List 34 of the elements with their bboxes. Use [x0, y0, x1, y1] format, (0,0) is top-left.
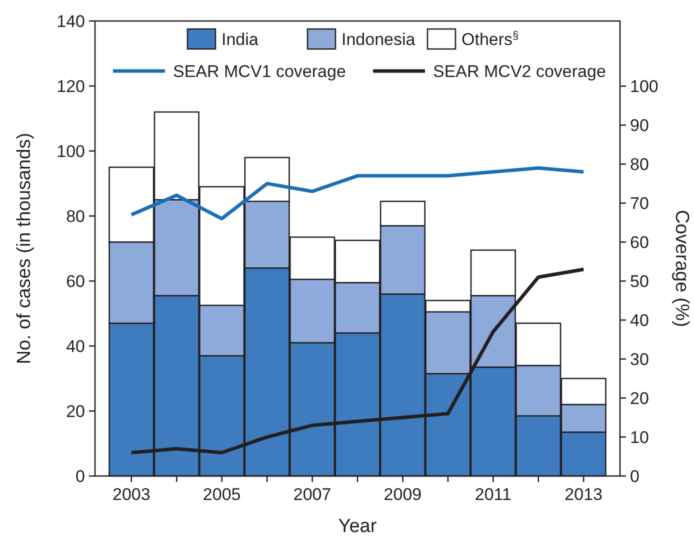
- legend-label: Others$^{§}$: [462, 30, 519, 49]
- y-tick-label: 100: [56, 142, 85, 161]
- x-tick-label: 2013: [564, 485, 602, 504]
- legend-label: Indonesia: [342, 30, 416, 49]
- legend-label: India: [222, 30, 259, 49]
- x-tick-label: 2003: [112, 485, 150, 504]
- y2-tick-label: 10: [630, 428, 649, 447]
- y2-axis-title: Coverage (%): [671, 210, 692, 328]
- y2-tick-label: 70: [630, 194, 649, 214]
- y-tick-label: 60: [66, 272, 85, 291]
- y-tick-label: 80: [66, 206, 85, 226]
- x-tick-label: 2005: [202, 485, 241, 504]
- y-tick-label: 20: [66, 402, 85, 421]
- x-tick-label: 2007: [293, 485, 332, 504]
- x-tick-label: 2011: [474, 485, 512, 504]
- y2-tick-label: 50: [630, 272, 649, 292]
- y2-tick-label: 40: [630, 310, 649, 330]
- y2-tick-label: 0: [630, 466, 640, 486]
- y-tick-label: 0: [76, 466, 85, 486]
- y2-tick-label: 80: [630, 155, 649, 174]
- x-axis-title: Year: [338, 516, 378, 537]
- y2-tick-label: 20: [630, 388, 649, 408]
- legend-label: SEAR MCV1 coverage: [173, 62, 346, 81]
- y-axis-title: No. of cases (in thousands): [14, 132, 35, 364]
- y-tick-label: 120: [56, 76, 85, 96]
- y2-tick-label: 100: [630, 77, 658, 96]
- line-series: [130, 166, 586, 220]
- y-tick-label: 40: [66, 336, 85, 356]
- x-tick-label: 2009: [384, 485, 422, 504]
- y2-tick-label: 60: [630, 233, 649, 252]
- legend-label: SEAR MCV2 coverage: [433, 62, 606, 81]
- y2-tick-label: 30: [630, 350, 649, 369]
- y2-tick-label: 90: [630, 116, 649, 136]
- y-tick-label: 140: [56, 12, 85, 31]
